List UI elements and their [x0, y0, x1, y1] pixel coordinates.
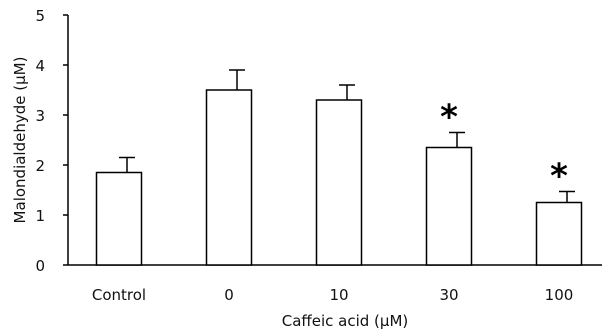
bar	[95, 171, 143, 266]
x-tick-label: Control	[92, 286, 146, 304]
bars	[95, 89, 583, 266]
y-tick-label: 5	[35, 7, 45, 25]
y-axis: 0 1 2 3 4 5	[35, 7, 69, 275]
bar	[535, 201, 583, 266]
x-tick-label: 10	[329, 286, 348, 304]
x-tick-label: 30	[439, 286, 458, 304]
y-axis-title: Malondialdehyde (μM)	[11, 57, 29, 224]
y-tick-label: 2	[35, 157, 45, 175]
bar	[425, 146, 473, 266]
significance-asterisk: *	[550, 157, 568, 197]
x-tick-label: 100	[545, 286, 574, 304]
error-bars	[119, 69, 575, 203]
x-axis-title: Caffeic acid (μM)	[282, 312, 409, 329]
bar	[205, 89, 253, 266]
y-tick-label: 4	[35, 57, 45, 75]
x-axis: Control 0 10 30 100	[68, 264, 602, 304]
y-tick-label: 0	[35, 257, 45, 275]
bar	[315, 99, 363, 266]
x-tick-label: 0	[224, 286, 234, 304]
significance-asterisk: *	[440, 98, 458, 138]
y-tick-label: 3	[35, 107, 45, 125]
annotations: **	[440, 98, 568, 197]
y-tick-label: 1	[35, 207, 45, 225]
